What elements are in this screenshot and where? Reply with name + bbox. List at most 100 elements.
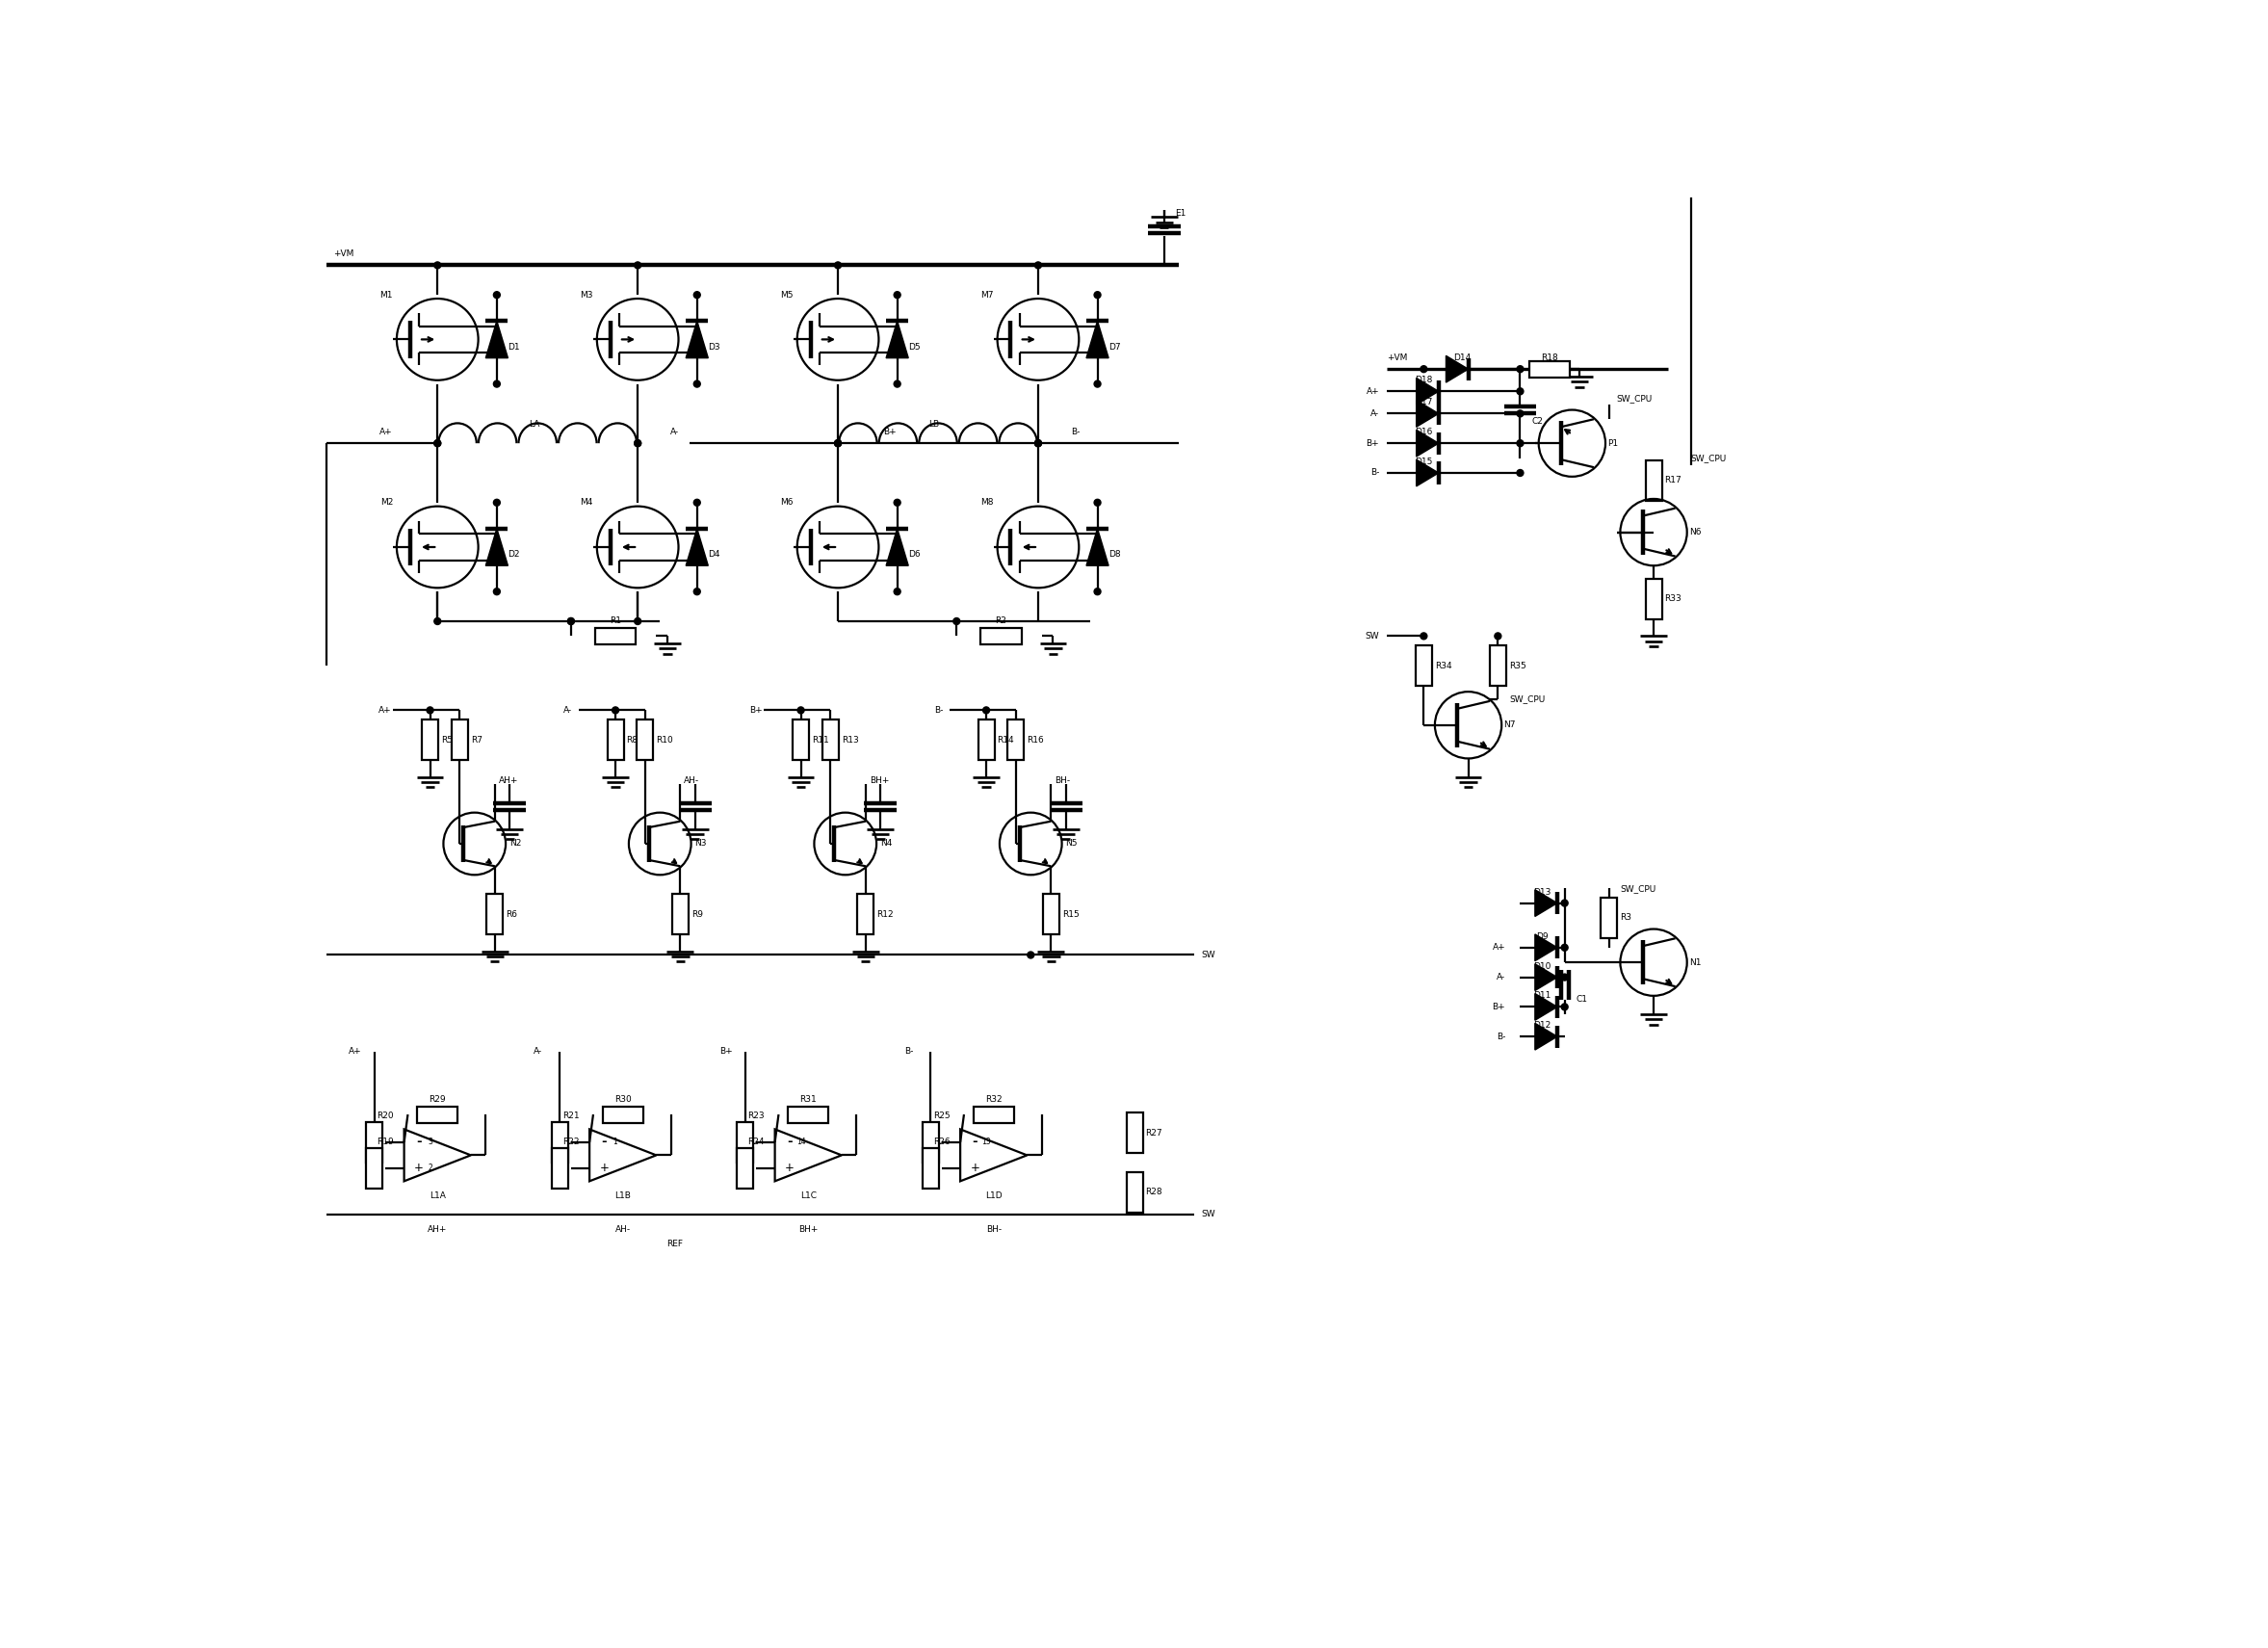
Circle shape	[1560, 1004, 1567, 1010]
Text: B-: B-	[934, 705, 943, 715]
Text: R16: R16	[1027, 735, 1043, 745]
Circle shape	[1517, 366, 1524, 372]
Polygon shape	[1415, 400, 1438, 427]
Text: R10: R10	[655, 735, 674, 745]
Text: R20: R20	[376, 1112, 395, 1121]
Circle shape	[433, 440, 440, 447]
Polygon shape	[1535, 994, 1558, 1020]
Circle shape	[1034, 440, 1041, 447]
Text: D3: D3	[708, 343, 721, 351]
Bar	[857, 893, 873, 934]
Polygon shape	[485, 529, 508, 565]
Bar	[1415, 646, 1431, 686]
Text: SW_CPU: SW_CPU	[1619, 883, 1656, 893]
Circle shape	[1034, 440, 1041, 447]
Circle shape	[433, 262, 440, 269]
Text: R12: R12	[878, 910, 894, 918]
Text: B+: B+	[1365, 438, 1379, 448]
Text: +: +	[415, 1162, 424, 1175]
Text: E1: E1	[1175, 209, 1186, 218]
Bar	[823, 720, 839, 760]
Text: D14: D14	[1454, 354, 1472, 363]
Text: D7: D7	[1109, 343, 1120, 351]
Text: A+: A+	[349, 1046, 361, 1056]
Text: P1: P1	[1608, 438, 1619, 448]
Text: +: +	[785, 1162, 794, 1175]
Text: D6: D6	[909, 550, 921, 559]
Text: 1: 1	[612, 1137, 617, 1147]
Bar	[787, 1106, 828, 1122]
Text: A-: A-	[671, 428, 678, 437]
Text: C1: C1	[1576, 995, 1588, 1004]
Text: R9: R9	[692, 910, 703, 918]
Text: R1: R1	[610, 616, 621, 626]
Text: A+: A+	[379, 705, 392, 715]
Text: R23: R23	[748, 1112, 764, 1121]
Text: B-: B-	[1497, 1032, 1506, 1042]
Circle shape	[1517, 440, 1524, 447]
Circle shape	[1560, 944, 1567, 951]
Text: A+: A+	[379, 428, 392, 437]
Text: R15: R15	[1061, 910, 1080, 918]
Bar	[551, 1147, 567, 1188]
Bar	[488, 893, 503, 934]
Text: BH-: BH-	[987, 1224, 1002, 1234]
Bar	[973, 1106, 1014, 1122]
Circle shape	[835, 440, 841, 447]
Circle shape	[694, 292, 701, 298]
Text: R14: R14	[998, 735, 1014, 745]
Circle shape	[1093, 381, 1100, 387]
Text: SW_CPU: SW_CPU	[1617, 394, 1653, 404]
Text: N1: N1	[1690, 957, 1701, 967]
Bar	[367, 1147, 383, 1188]
Bar	[737, 1147, 753, 1188]
Text: R26: R26	[932, 1137, 950, 1147]
Text: R21: R21	[562, 1112, 578, 1121]
Text: D16: D16	[1415, 428, 1433, 437]
Polygon shape	[1086, 321, 1109, 358]
Text: R6: R6	[506, 910, 517, 918]
Circle shape	[835, 262, 841, 269]
Text: A-: A-	[1370, 409, 1379, 419]
Circle shape	[433, 618, 440, 625]
Text: 3: 3	[429, 1137, 433, 1147]
Polygon shape	[1415, 377, 1438, 405]
Text: A-: A-	[1497, 972, 1506, 982]
Polygon shape	[887, 529, 909, 565]
Text: N3: N3	[694, 839, 708, 849]
Text: BH+: BH+	[869, 776, 889, 784]
Polygon shape	[887, 321, 909, 358]
Text: M2: M2	[381, 498, 392, 508]
Circle shape	[635, 440, 642, 447]
Text: B+: B+	[882, 428, 896, 437]
Text: BH+: BH+	[798, 1224, 819, 1234]
Text: D15: D15	[1415, 458, 1433, 466]
Text: R7: R7	[472, 735, 483, 745]
Text: +: +	[971, 1162, 980, 1175]
Circle shape	[426, 707, 433, 714]
Bar	[671, 893, 689, 934]
Bar	[451, 720, 467, 760]
Circle shape	[835, 440, 841, 447]
Circle shape	[433, 440, 440, 447]
Text: D2: D2	[508, 550, 519, 559]
Bar	[1601, 898, 1617, 938]
Circle shape	[798, 707, 805, 714]
Circle shape	[567, 618, 574, 625]
Circle shape	[635, 440, 642, 447]
Text: R28: R28	[1145, 1188, 1163, 1196]
Text: D9: D9	[1535, 933, 1549, 941]
Text: +VM: +VM	[1386, 354, 1406, 363]
Text: D10: D10	[1533, 962, 1551, 971]
Text: R32: R32	[984, 1096, 1002, 1104]
Circle shape	[953, 618, 959, 625]
Circle shape	[1495, 633, 1501, 639]
Bar	[1127, 1172, 1143, 1213]
Text: SW: SW	[1202, 951, 1216, 959]
Circle shape	[1517, 410, 1524, 417]
Bar	[1647, 578, 1662, 620]
Text: M7: M7	[980, 290, 993, 300]
Circle shape	[894, 381, 900, 387]
Text: REF: REF	[667, 1239, 683, 1249]
Text: LA: LA	[528, 420, 540, 428]
